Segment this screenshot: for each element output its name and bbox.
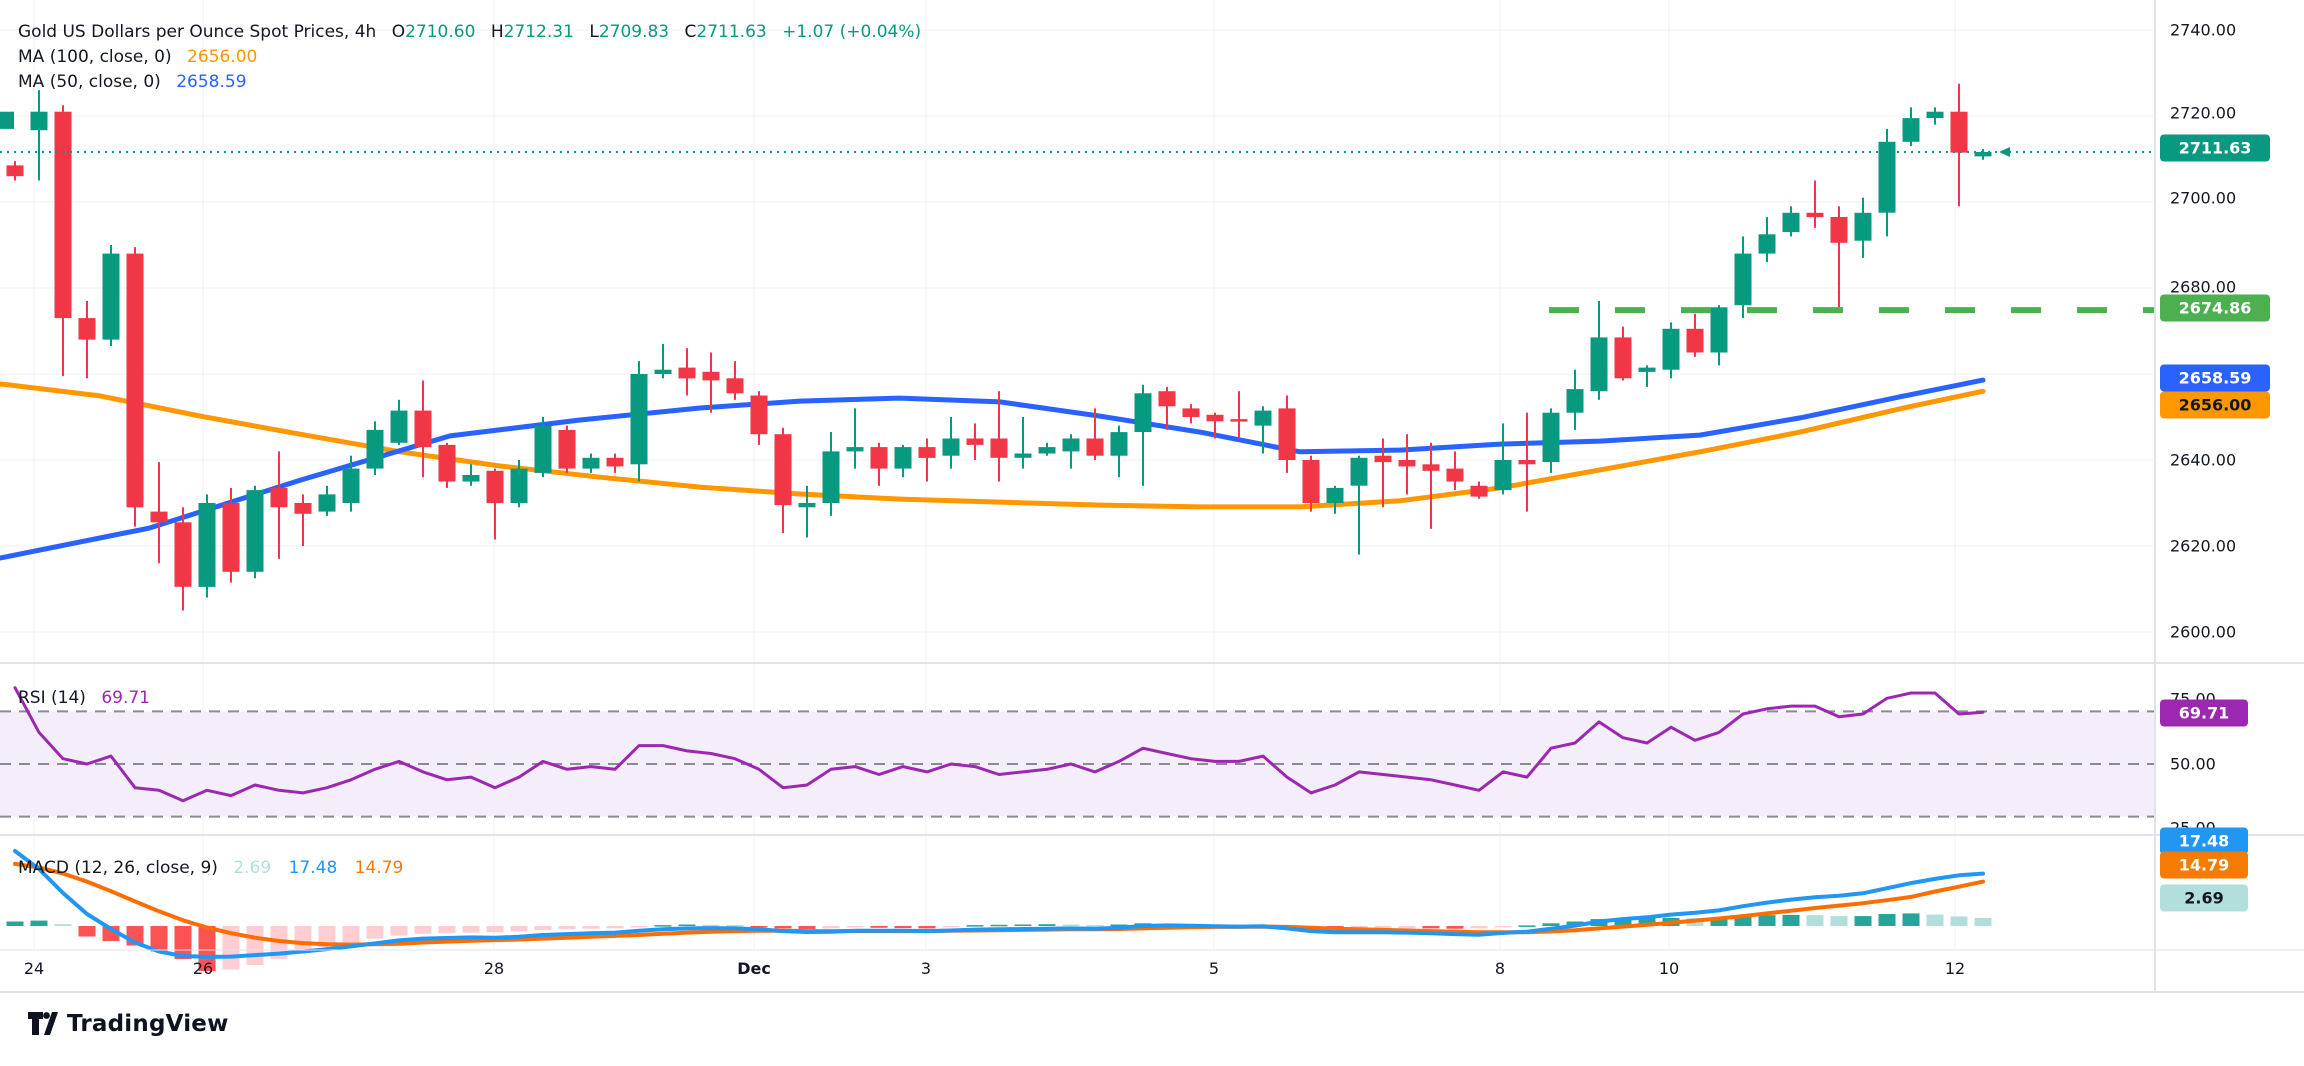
price-badge: 2711.63 (2160, 134, 2270, 162)
rsi-value: 69.71 (101, 688, 150, 708)
price-badge: 17.48 (2160, 827, 2248, 855)
legend-symbol-row[interactable]: Gold US Dollars per Ounce Spot Prices, 4… (18, 20, 921, 45)
symbol-title: Gold US Dollars per Ounce Spot Prices, 4… (18, 22, 377, 42)
price-badge: 2674.86 (2160, 294, 2270, 322)
time-axis-label: 26 (192, 959, 214, 978)
price-axis-label: 50.00 (2170, 754, 2216, 774)
time-axis-label: Dec (737, 959, 771, 978)
price-axis-label: 2640.00 (2170, 450, 2237, 470)
ma100-value: 2656.00 (187, 47, 258, 67)
price-axis-label: 2620.00 (2170, 536, 2237, 556)
ohlc-low: L2709.83 (589, 22, 670, 42)
ohlc-open: O2710.60 (391, 22, 476, 42)
rsi-pane-title[interactable]: RSI (14) 69.71 (18, 688, 150, 708)
macd-hist-value: 2.69 (233, 858, 272, 878)
rsi-label: RSI (14) (18, 688, 86, 708)
tradingview-logo[interactable]: TradingView (28, 1010, 229, 1037)
macd-label: MACD (12, 26, close, 9) (18, 858, 218, 878)
time-axis-label: 12 (1944, 959, 1966, 978)
price-badge: 2656.00 (2160, 391, 2270, 419)
time-axis-label: 8 (1494, 959, 1506, 978)
legend-ma100-row[interactable]: MA (100, close, 0) 2656.00 (18, 45, 921, 70)
macd-pane-title[interactable]: MACD (12, 26, close, 9) 2.69 17.48 14.79 (18, 858, 403, 878)
ohlc-high: H2712.31 (490, 22, 574, 42)
tradingview-logo-text: TradingView (67, 1010, 229, 1037)
time-axis-label: 28 (483, 959, 505, 978)
ma50-label: MA (50, close, 0) (18, 72, 161, 92)
price-axis-label: 2720.00 (2170, 103, 2237, 123)
legend: Gold US Dollars per Ounce Spot Prices, 4… (18, 20, 921, 95)
time-axis-label: 24 (23, 959, 45, 978)
price-axis-label: 2740.00 (2170, 20, 2237, 40)
price-axis-label: 2600.00 (2170, 622, 2237, 642)
ohlc-close: C2711.63 (684, 22, 767, 42)
time-axis-label: 5 (1208, 959, 1220, 978)
price-badge: 2658.59 (2160, 364, 2270, 392)
ma50-value: 2658.59 (176, 72, 247, 92)
price-axis-label: 2700.00 (2170, 188, 2237, 208)
price-badge: 14.79 (2160, 851, 2248, 879)
price-axis-label: 2680.00 (2170, 277, 2237, 297)
price-badge: 2.69 (2160, 884, 2248, 912)
time-axis-label: 3 (920, 959, 932, 978)
time-axis-label: 10 (1658, 959, 1680, 978)
legend-ma50-row[interactable]: MA (50, close, 0) 2658.59 (18, 70, 921, 95)
macd-line-value: 17.48 (288, 858, 338, 878)
ma100-label: MA (100, close, 0) (18, 47, 172, 67)
price-change: +1.07 (+0.04%) (782, 22, 922, 42)
tradingview-logo-icon (28, 1012, 58, 1035)
price-badge: 69.71 (2160, 699, 2248, 727)
macd-signal-value: 14.79 (354, 858, 404, 878)
